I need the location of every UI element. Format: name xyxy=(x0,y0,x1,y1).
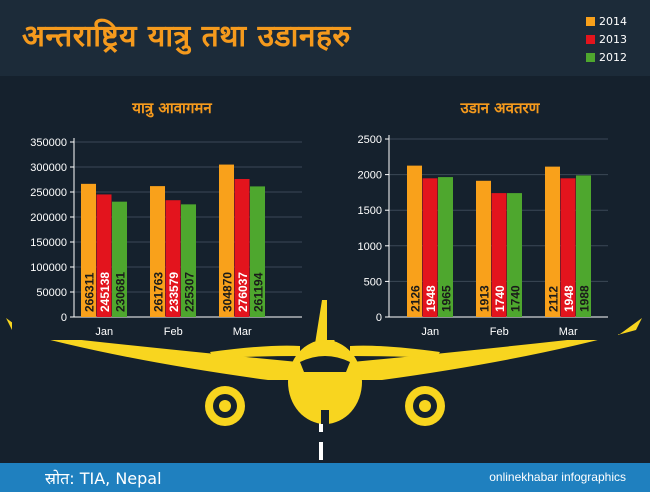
data-label: 276037 xyxy=(236,272,250,312)
data-label: 1948 xyxy=(424,285,438,312)
data-label: 261194 xyxy=(252,272,266,312)
y-tick-label: 150000 xyxy=(30,237,67,249)
bar-2014-jan xyxy=(81,183,96,317)
data-label: 1740 xyxy=(493,285,507,312)
legend-label-2013: 2013 xyxy=(599,32,627,46)
data-label: 304870 xyxy=(221,272,235,312)
x-tick-label: Mar xyxy=(559,326,578,338)
data-label: 225307 xyxy=(183,272,197,312)
page-title: अन्तराष्ट्रिय यात्रु तथा उडानहरु xyxy=(22,19,351,54)
airplane-right-wing xyxy=(352,318,642,380)
legend-item-2012: 2012 xyxy=(586,48,627,66)
brand-text: onlinekhabar infographics xyxy=(489,470,626,484)
legend-label-2014: 2014 xyxy=(599,14,627,28)
bar-2012-jan xyxy=(112,201,127,317)
y-tick-label: 0 xyxy=(376,312,382,324)
data-label: 1740 xyxy=(509,285,523,312)
data-label: 261763 xyxy=(152,272,166,312)
bar-2013-jan xyxy=(422,178,438,317)
x-tick-label: Feb xyxy=(490,326,509,338)
data-label: 2112 xyxy=(547,286,561,312)
chart-title: उडान अवतरण xyxy=(459,99,540,117)
legend: 2014 2013 2012 xyxy=(586,12,627,66)
legend-label-2012: 2012 xyxy=(599,50,627,64)
bar-2013-jan xyxy=(96,194,112,317)
bar-2013-mar xyxy=(560,178,576,317)
bar-2012-mar xyxy=(250,186,265,317)
runway-illustration xyxy=(319,420,323,460)
y-tick-label: 50000 xyxy=(36,287,67,299)
x-tick-label: Jan xyxy=(421,326,439,338)
y-tick-label: 200000 xyxy=(30,212,67,224)
data-label: 266311 xyxy=(83,272,97,312)
y-tick-label: 350000 xyxy=(30,137,67,149)
data-label: 1988 xyxy=(578,285,592,312)
airplane-landing-gear xyxy=(321,410,329,424)
y-tick-label: 0 xyxy=(61,312,67,324)
bar-2014-jan xyxy=(407,165,422,317)
data-label: 233579 xyxy=(167,272,181,312)
passenger-chart: यात्रु आवागमन 0 50000 100000 150000 200000 250… xyxy=(12,99,312,340)
x-tick-label: Mar xyxy=(233,326,252,338)
legend-item-2013: 2013 xyxy=(586,30,627,48)
y-tick-label: 1000 xyxy=(358,241,382,253)
bar-2012-feb xyxy=(507,193,522,317)
runway-stripe xyxy=(319,442,323,460)
bar-2013-feb xyxy=(491,193,507,317)
airplane-cockpit-window xyxy=(300,356,350,372)
runway-stripe xyxy=(319,420,323,432)
bar-2013-mar xyxy=(234,178,250,317)
y-tick-label: 1500 xyxy=(358,205,382,217)
data-label: 230681 xyxy=(114,272,128,312)
y-tick-label: 250000 xyxy=(30,187,67,199)
data-label: 1948 xyxy=(562,285,576,312)
bar-2014-mar xyxy=(219,164,234,317)
header-bar: अन्तराष्ट्रिय यात्रु तथा उडानहरु 2014 20… xyxy=(0,0,650,76)
airplane-left-engine-core xyxy=(219,400,231,412)
legend-swatch-2013 xyxy=(586,34,595,44)
footer-bar: स्रोत: TIA, Nepal onlinekhabar infograph… xyxy=(0,463,650,492)
legend-swatch-2012 xyxy=(586,52,595,62)
bar-2013-feb xyxy=(165,200,181,317)
x-tick-label: Feb xyxy=(164,326,183,338)
x-tick-label: Jan xyxy=(95,326,113,338)
y-tick-label: 100000 xyxy=(30,262,67,274)
airplane-left-stabilizer xyxy=(210,345,300,358)
airplane-left-wing xyxy=(6,318,298,380)
y-tick-label: 2500 xyxy=(358,134,382,146)
bar-2014-feb xyxy=(150,186,165,317)
data-label: 1965 xyxy=(440,285,454,312)
airplane-right-stabilizer xyxy=(350,345,440,358)
legend-swatch-2014 xyxy=(586,16,595,26)
bar-2014-mar xyxy=(545,166,560,317)
source-text: स्रोत: TIA, Nepal xyxy=(45,469,162,488)
y-tick-label: 500 xyxy=(364,276,382,288)
y-tick-label: 300000 xyxy=(30,162,67,174)
data-label: 245138 xyxy=(98,272,112,312)
data-label: 2126 xyxy=(409,285,423,312)
airplane-right-engine-core xyxy=(419,400,431,412)
chart-title: यात्रु आवागमन xyxy=(131,99,212,118)
y-tick-label: 2000 xyxy=(358,170,382,182)
legend-item-2014: 2014 xyxy=(586,12,627,30)
data-label: 1913 xyxy=(478,285,492,312)
bar-2012-mar xyxy=(576,175,591,317)
bar-2012-feb xyxy=(181,204,196,317)
airplane-icon xyxy=(6,300,642,426)
bar-2014-feb xyxy=(476,180,491,317)
bar-2012-jan xyxy=(438,177,453,317)
